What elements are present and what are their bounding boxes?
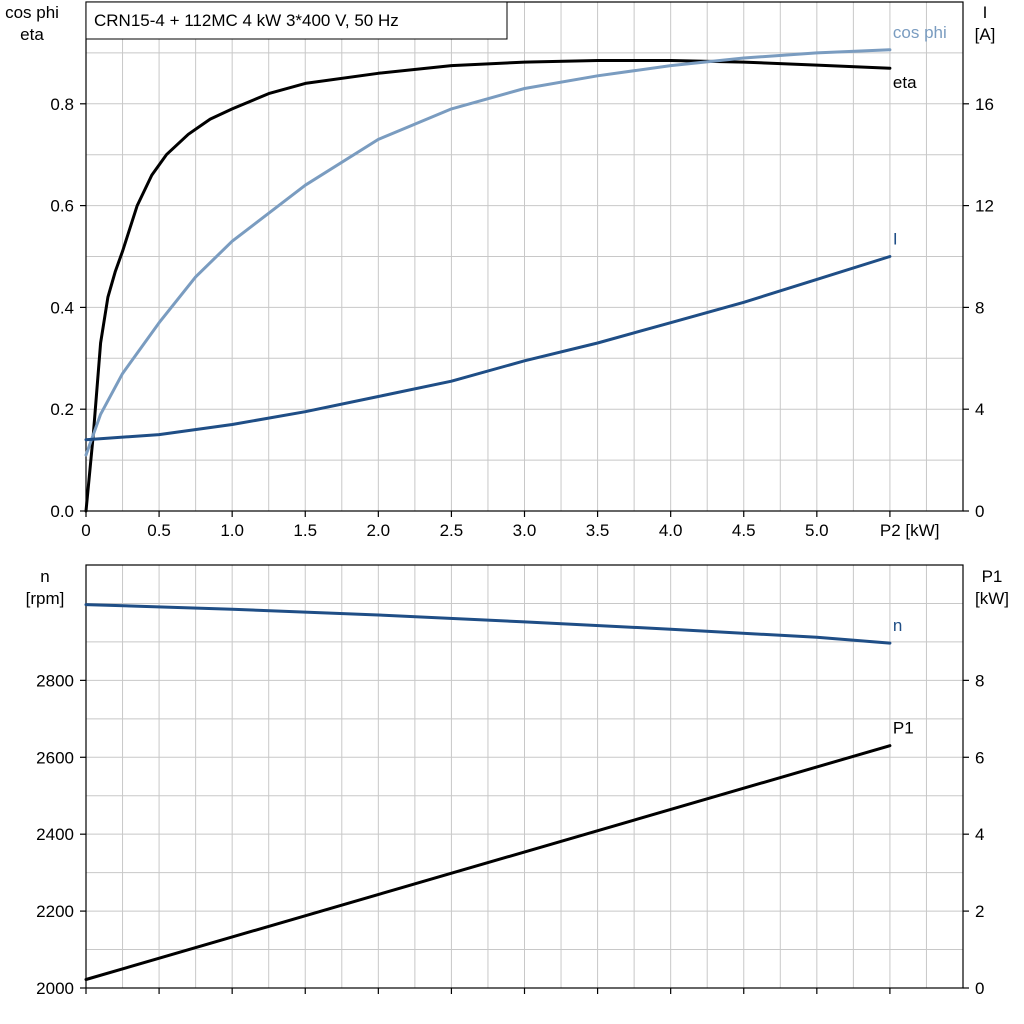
chart-title: CRN15-4 + 112MC 4 kW 3*400 V, 50 Hz xyxy=(94,11,399,30)
x-tick-label: 3.5 xyxy=(586,521,610,540)
series-label-p1: P1 xyxy=(893,719,914,738)
x-tick-label: 4.5 xyxy=(732,521,756,540)
right-tick-label: 4 xyxy=(975,400,984,419)
speed-power-panel: 2000 2200 2400 2600 2800 0 2 4 6 8 n [rpm] P1 [kW] n P1 xyxy=(26,564,1009,998)
left-tick-label: 2200 xyxy=(36,902,74,921)
right-tick-label: 8 xyxy=(975,298,984,317)
left-tick-label: 2000 xyxy=(36,979,74,998)
right-tick-label: 0 xyxy=(975,502,984,521)
x-tick-label: 1.0 xyxy=(220,521,244,540)
series-line-n xyxy=(84,603,892,645)
left-axis-label: eta xyxy=(20,25,44,44)
left-axis-label: cos phi xyxy=(5,3,59,22)
chart-title-box: CRN15-4 + 112MC 4 kW 3*400 V, 50 Hz xyxy=(85,1,508,40)
left-tick-label: 0.2 xyxy=(50,400,74,419)
series-label-i: I xyxy=(893,230,898,249)
x-tick-label: 5.0 xyxy=(805,521,829,540)
efficiency-current-panel: 0.0 0.2 0.4 0.6 0.8 0 4 8 12 16 0 0.5 1.0 1.5 2.0 2.5 3.… xyxy=(5,1,996,540)
x-tick-label: 0 xyxy=(81,521,90,540)
left-tick-label: 0.6 xyxy=(50,197,74,216)
right-tick-label: 0 xyxy=(975,979,984,998)
title-frame xyxy=(85,1,508,40)
series-label-n: n xyxy=(893,616,902,635)
right-tick-label: 8 xyxy=(975,671,984,690)
left-tick-label: 2400 xyxy=(36,825,74,844)
series-label-cos-phi: cos phi xyxy=(893,23,947,42)
right-tick-label: 12 xyxy=(975,197,994,216)
right-axis-label: I xyxy=(983,3,988,22)
series-line-eta xyxy=(84,59,892,513)
x-tick-label: P2 [kW] xyxy=(880,521,940,540)
left-tick-label: 0.4 xyxy=(50,298,74,317)
right-tick-label: 16 xyxy=(975,95,994,114)
x-tick-label: 0.5 xyxy=(147,521,171,540)
x-tick-label: 1.5 xyxy=(293,521,317,540)
left-tick-label: 0.8 xyxy=(50,95,74,114)
series-line-cos-phi xyxy=(84,48,892,457)
grid-lines xyxy=(86,2,963,511)
right-axis-label: P1 xyxy=(982,567,1003,586)
series-label-eta: eta xyxy=(893,73,917,92)
x-tick-label: 3.0 xyxy=(513,521,537,540)
x-tick-label: 2.5 xyxy=(440,521,464,540)
series-line-i xyxy=(84,255,892,442)
left-axis-label: [rpm] xyxy=(26,589,65,608)
left-tick-label: 2600 xyxy=(36,748,74,767)
grid-lines xyxy=(86,565,963,988)
right-axis-label: [kW] xyxy=(975,589,1009,608)
left-axis-label: n xyxy=(40,567,49,586)
x-tick-label: 4.0 xyxy=(659,521,683,540)
x-tick-label: 2.0 xyxy=(367,521,391,540)
left-tick-label: 0.0 xyxy=(50,502,74,521)
right-tick-label: 6 xyxy=(975,748,984,767)
left-tick-label: 2800 xyxy=(36,671,74,690)
right-tick-label: 4 xyxy=(975,825,984,844)
series-line-p1 xyxy=(84,744,892,981)
right-axis-label: [A] xyxy=(975,25,996,44)
right-tick-label: 2 xyxy=(975,902,984,921)
